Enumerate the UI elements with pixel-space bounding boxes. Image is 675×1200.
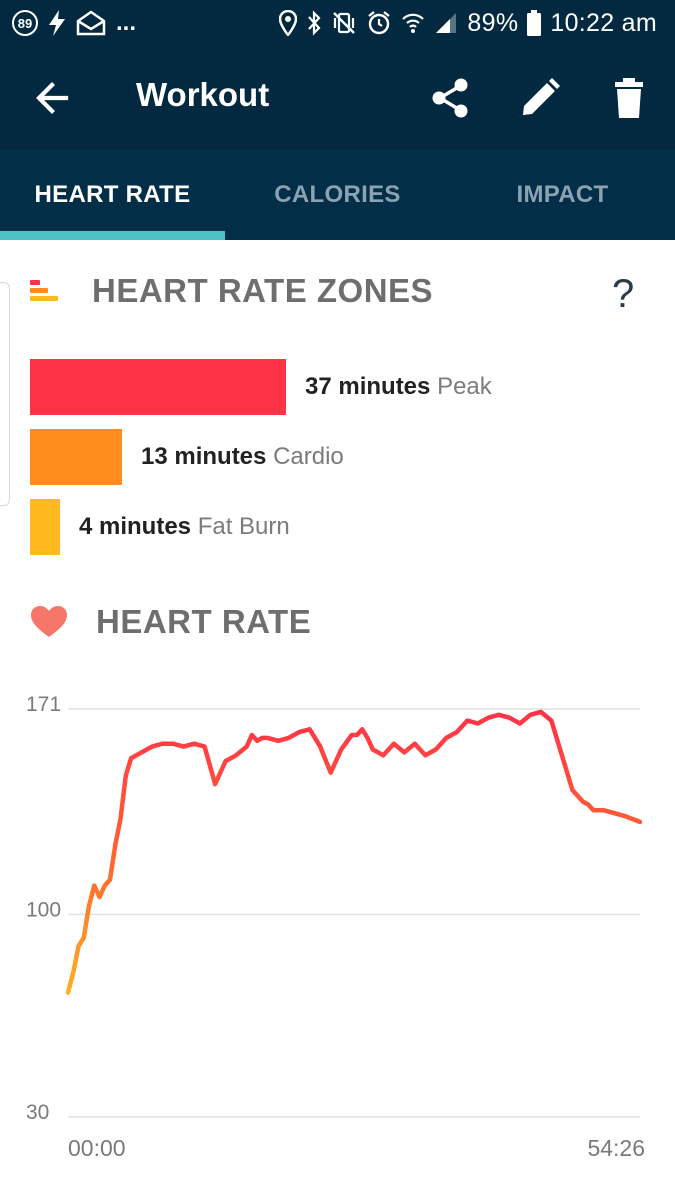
signal-strength-icon: [434, 11, 458, 35]
page-title: Workout: [136, 76, 270, 113]
zone-name: Cardio: [273, 443, 344, 470]
zone-minutes: 37 minutes: [305, 373, 431, 400]
notification-count-badge: 89: [12, 10, 38, 36]
tab-calories[interactable]: CALORIES: [274, 181, 401, 208]
mail-open-icon: [76, 10, 106, 36]
trash-icon: [615, 78, 643, 118]
heart-rate-header: HEART RATE: [30, 603, 311, 641]
more-notifications-indicator: ...: [116, 9, 137, 36]
zone-label-cardio: 13 minutes Cardio: [141, 443, 344, 471]
x-tick-label: 54:26: [587, 1135, 645, 1161]
y-tick-label: 100: [26, 898, 61, 921]
heart-icon: [31, 606, 67, 637]
battery-percent: 89%: [467, 8, 519, 37]
app-bar: Workout: [0, 46, 675, 150]
zone-name: Fat Burn: [197, 513, 290, 540]
edit-button[interactable]: [518, 76, 562, 120]
zone-name: Peak: [437, 373, 492, 400]
y-tick-label: 30: [26, 1101, 49, 1124]
help-button[interactable]: ?: [612, 272, 635, 316]
zone-bar-peak: [30, 359, 286, 415]
tab-heart-rate[interactable]: HEART RATE: [34, 181, 191, 208]
zone-bar-cardio: [30, 429, 122, 485]
zone-row-cardio: 13 minutes Cardio: [30, 429, 344, 485]
alarm-icon: [366, 10, 392, 36]
tab-impact[interactable]: IMPACT: [516, 181, 609, 208]
share-button[interactable]: [428, 76, 472, 120]
zones-title: HEART RATE ZONES: [92, 272, 434, 309]
active-tab-indicator: [0, 231, 225, 240]
edit-pencil-icon: [523, 78, 560, 115]
status-bar: 89 ... 89% 10:22 am: [0, 0, 675, 46]
heart-rate-title: HEART RATE: [96, 603, 312, 640]
zone-row-fat-burn: 4 minutes Fat Burn: [30, 499, 290, 555]
zone-minutes: 13 minutes: [141, 443, 267, 470]
heart-rate-series-line: [65, 709, 643, 995]
y-tick-label: 171: [26, 693, 61, 716]
location-icon: [279, 10, 298, 36]
heart-rate-chart-svg: 171 100 30 00:00 54:26: [26, 693, 645, 1161]
zone-row-peak: 37 minutes Peak: [30, 359, 492, 415]
zones-header: HEART RATE ZONES: [30, 272, 433, 310]
tab-bar: HEART RATE CALORIES IMPACT: [0, 150, 675, 240]
side-card-edge: [0, 282, 10, 506]
battery-icon: [527, 10, 542, 36]
share-icon: [432, 78, 468, 118]
x-tick-label: 00:00: [68, 1135, 126, 1161]
wifi-icon: [401, 11, 425, 35]
clock: 10:22 am: [550, 8, 657, 37]
arrow-left-icon: [36, 82, 69, 114]
zone-bar-fat-burn: [30, 499, 60, 555]
heart-rate-zones-icon: [30, 280, 58, 301]
bluetooth-icon: [306, 10, 322, 36]
delete-button[interactable]: [607, 76, 651, 120]
heart-rate-chart: 171 100 30 00:00 54:26: [0, 680, 675, 1180]
flash-icon: [48, 10, 66, 36]
back-button[interactable]: [30, 78, 74, 118]
zone-label-peak: 37 minutes Peak: [305, 373, 492, 401]
vibrate-mute-icon: [331, 10, 357, 36]
zone-minutes: 4 minutes: [79, 513, 192, 540]
zone-label-fat-burn: 4 minutes Fat Burn: [79, 513, 290, 541]
